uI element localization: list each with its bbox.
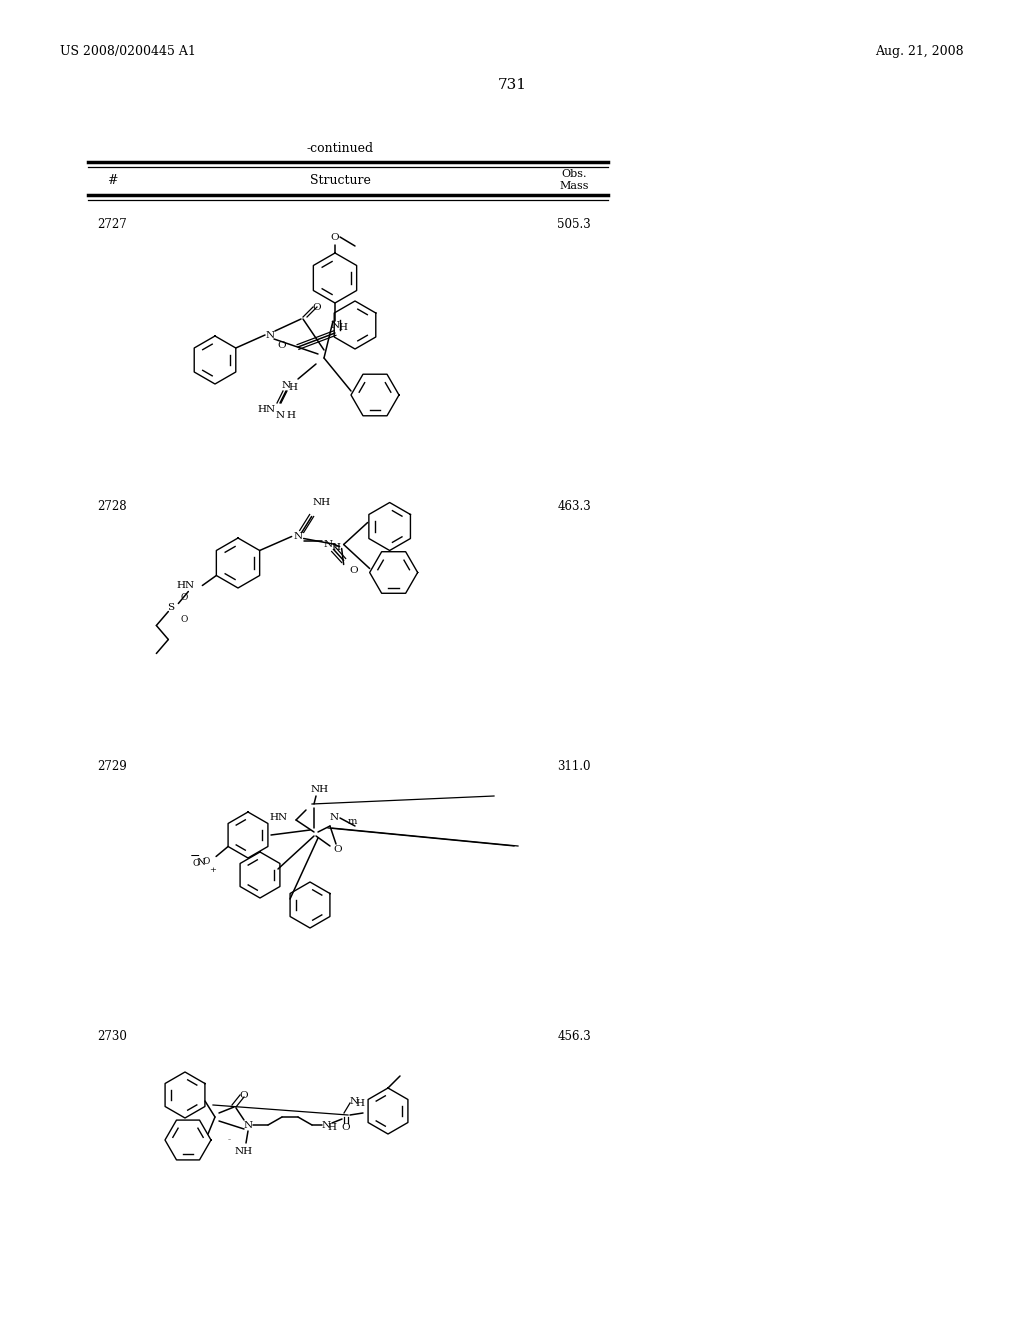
Text: N: N	[293, 532, 302, 541]
Text: N: N	[330, 813, 339, 822]
Text: Aug. 21, 2008: Aug. 21, 2008	[876, 45, 964, 58]
Text: H: H	[355, 1098, 365, 1107]
Text: Obs.: Obs.	[561, 169, 587, 180]
Text: O: O	[331, 232, 339, 242]
Text: -continued: -continued	[306, 141, 374, 154]
Text: NH: NH	[312, 498, 331, 507]
Text: +: +	[210, 866, 216, 874]
Text: N: N	[331, 321, 340, 330]
Text: H: H	[331, 543, 340, 552]
Text: 2728: 2728	[97, 500, 127, 513]
Text: S: S	[167, 603, 174, 612]
Text: 505.3: 505.3	[557, 218, 591, 231]
Text: m: m	[348, 817, 357, 826]
Text: N: N	[265, 330, 274, 339]
Text: O: O	[312, 302, 322, 312]
Text: NH: NH	[234, 1147, 253, 1155]
Text: 456.3: 456.3	[557, 1030, 591, 1043]
Text: N: N	[282, 380, 291, 389]
Text: 2727: 2727	[97, 218, 127, 231]
Text: N: N	[197, 858, 206, 867]
Text: O: O	[349, 566, 358, 576]
Text: 2730: 2730	[97, 1030, 127, 1043]
Text: N: N	[349, 1097, 358, 1106]
Text: N: N	[244, 1121, 253, 1130]
Text: Mass: Mass	[559, 181, 589, 191]
Text: N: N	[324, 540, 332, 549]
Text: #: #	[106, 174, 118, 187]
Text: N: N	[275, 411, 285, 420]
Text: H: H	[286, 411, 295, 420]
Text: O: O	[180, 615, 187, 624]
Text: HN: HN	[176, 581, 195, 590]
Text: 463.3: 463.3	[557, 500, 591, 513]
Text: O: O	[193, 859, 200, 869]
Text: US 2008/0200445 A1: US 2008/0200445 A1	[60, 45, 196, 58]
Text: −: −	[189, 850, 200, 863]
Text: H: H	[289, 384, 298, 392]
Text: O: O	[278, 341, 287, 350]
Text: HN: HN	[258, 404, 276, 413]
Text: 731: 731	[498, 78, 526, 92]
Text: NH: NH	[311, 785, 329, 795]
Text: 2729: 2729	[97, 760, 127, 774]
Text: H: H	[328, 1123, 337, 1133]
Text: O: O	[203, 857, 210, 866]
Text: Structure: Structure	[309, 174, 371, 187]
Text: O: O	[180, 593, 187, 602]
Text: O: O	[342, 1122, 350, 1131]
Text: 311.0: 311.0	[557, 760, 591, 774]
Text: N: N	[322, 1121, 331, 1130]
Text: H: H	[339, 322, 347, 331]
Text: O: O	[240, 1090, 248, 1100]
Text: O: O	[334, 846, 342, 854]
Text: HN: HN	[270, 813, 288, 822]
